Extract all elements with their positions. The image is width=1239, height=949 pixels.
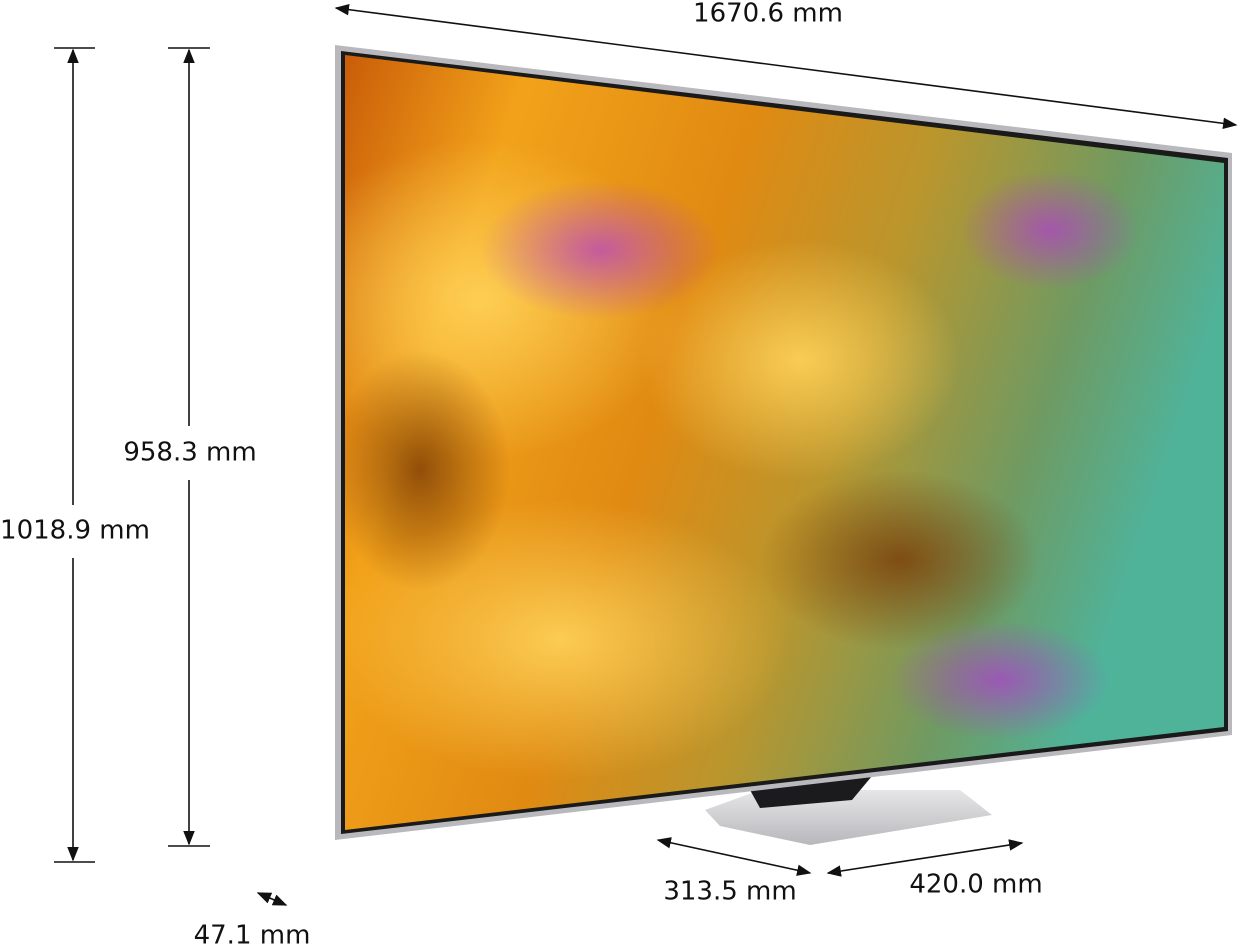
stand-width-label: 420.0 mm	[909, 870, 1042, 900]
stand-depth-label: 313.5 mm	[663, 877, 796, 907]
screen-height-label: 958.3 mm	[123, 438, 256, 468]
depth-label: 47.1 mm	[194, 921, 311, 949]
total-height-label: 1018.9 mm	[0, 516, 150, 546]
tv-screen	[345, 55, 1224, 830]
width-label: 1670.6 mm	[693, 0, 843, 29]
width-arrow	[334, 3, 1238, 130]
stand-width-arrow	[826, 839, 1024, 877]
depth-arrow	[256, 892, 288, 906]
stand-depth-arrow	[656, 837, 812, 876]
